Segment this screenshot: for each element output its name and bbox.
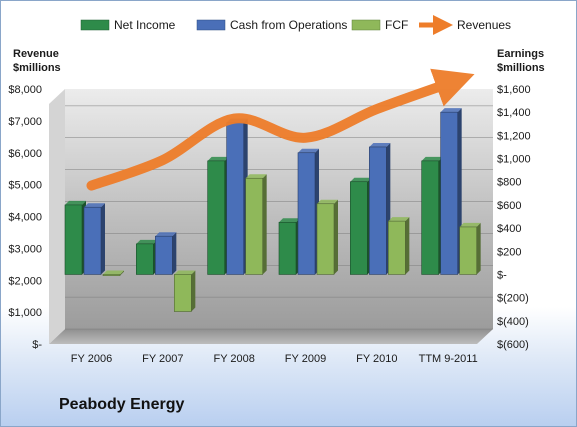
bar-net-income: [64, 204, 83, 275]
plot-side-wall: [49, 89, 65, 344]
revenues-line: [86, 68, 475, 191]
left-tick-label: $6,000: [8, 148, 42, 160]
bar-fcf: [174, 274, 192, 312]
right-tick-label: $1,400: [497, 107, 531, 119]
category-label: FY 2007: [142, 353, 183, 365]
revenues-series-line: [86, 68, 475, 191]
right-tick-label: $200: [497, 246, 521, 258]
legend-swatch-fcf: [351, 19, 381, 31]
right-tick-label: $1,600: [497, 84, 531, 96]
category-label: FY 2010: [356, 353, 397, 365]
plot-floor: [49, 329, 493, 344]
bar-net-income: [350, 181, 368, 275]
right-tick-label: $(600): [497, 339, 529, 351]
bars: [64, 108, 481, 312]
category-label: TTM 9-2011: [419, 353, 478, 365]
bar-fcf: [459, 226, 477, 275]
bar-side-fcf: [120, 270, 124, 276]
bar-top-net-income: [207, 156, 229, 161]
left-tick-label: $2,000: [8, 275, 42, 287]
bar-top-fcf: [459, 222, 481, 227]
bar-top-cash-from-operations: [298, 148, 319, 153]
bar-top-net-income: [65, 200, 86, 205]
bar-top-cash-from-operations: [84, 203, 105, 208]
bar-side-fcf: [476, 222, 481, 275]
right-tick-label: $1,200: [497, 130, 531, 142]
right-tick-label: $600: [497, 200, 521, 212]
bar-cash-from-operations: [226, 122, 244, 275]
right-tick-label: $1,000: [497, 154, 531, 166]
bar-net-income: [207, 160, 225, 275]
bar-top-net-income: [136, 239, 158, 244]
bar-top-net-income: [350, 177, 372, 182]
left-axis-title-line2: $millions: [13, 62, 61, 74]
left-tick-label: $4,000: [8, 212, 42, 224]
right-tick-label: $-: [497, 269, 507, 281]
left-tick-label: $3,000: [8, 243, 42, 255]
legend-swatch-cash-from-operations: [196, 19, 226, 31]
right-axis-title-line2: $millions: [497, 62, 545, 74]
category-labels: FY 2006 FY 2007 FY 2008 FY 2009 FY 2010 TTM 9…: [71, 353, 478, 365]
bar-net-income: [136, 243, 154, 275]
bar-side-fcf: [262, 174, 267, 275]
bar-side-fcf: [405, 217, 410, 275]
bar-cash-from-operations: [83, 206, 102, 275]
bar-side-cash-from-operations: [172, 232, 177, 275]
bar-net-income: [421, 160, 439, 275]
bar-side-fcf: [191, 270, 196, 312]
legend: Net Income Cash from Operations FCF Reve…: [80, 15, 511, 35]
category-label: FY 2006: [71, 353, 112, 365]
left-tick-label: $-: [32, 339, 42, 351]
legend-label-cash-from-operations: Cash from Operations: [230, 18, 347, 32]
bar-top-net-income: [421, 156, 443, 161]
left-axis-ticks: $8,000 $7,000 $6,000 $5,000 $4,000 $3,000 $2,0…: [8, 84, 42, 351]
category-label: FY 2009: [285, 353, 326, 365]
bar-fcf: [245, 177, 263, 275]
bar-top-fcf: [388, 217, 410, 222]
legend-swatch-net-income: [80, 19, 110, 31]
legend-label-fcf: FCF: [385, 18, 408, 32]
bar-cash-from-operations: [369, 146, 387, 275]
bar-net-income: [278, 221, 297, 275]
company-name: Peabody Energy: [59, 396, 185, 413]
left-tick-label: $7,000: [8, 116, 42, 128]
left-tick-label: $8,000: [8, 84, 42, 96]
left-axis-title-line1: Revenue: [13, 48, 59, 60]
right-tick-label: $(400): [497, 316, 529, 328]
bar-top-cash-from-operations: [369, 142, 391, 147]
legend-label-net-income: Net Income: [114, 18, 176, 32]
bar-top-fcf: [245, 174, 267, 179]
bar-top-fcf: [103, 270, 124, 275]
bar-side-fcf: [334, 199, 338, 275]
bar-top-fcf: [174, 270, 196, 275]
bar-side-cash-from-operations: [101, 203, 105, 275]
right-tick-label: $400: [497, 223, 521, 235]
bar-fcf: [102, 274, 121, 276]
bar-top-cash-from-operations: [440, 108, 462, 113]
bar-top-net-income: [279, 218, 300, 223]
bar-cash-from-operations: [440, 111, 458, 275]
right-axis-title-line1: Earnings: [497, 48, 544, 60]
bar-top-fcf: [317, 199, 338, 204]
bar-cash-from-operations: [297, 152, 316, 275]
bar-fcf: [388, 220, 406, 275]
right-tick-label: $(200): [497, 293, 529, 305]
legend-label-revenues: Revenues: [457, 18, 511, 32]
right-tick-label: $800: [497, 177, 521, 189]
right-axis-ticks: $1,600 $1,400 $1,200 $1,000 $800 $600 $400 $200…: [497, 84, 531, 351]
bar-fcf: [316, 203, 335, 275]
bar-cash-from-operations: [155, 235, 173, 275]
left-tick-label: $1,000: [8, 307, 42, 319]
category-label: FY 2008: [213, 353, 254, 365]
left-tick-label: $5,000: [8, 180, 42, 192]
bar-top-cash-from-operations: [155, 232, 177, 237]
